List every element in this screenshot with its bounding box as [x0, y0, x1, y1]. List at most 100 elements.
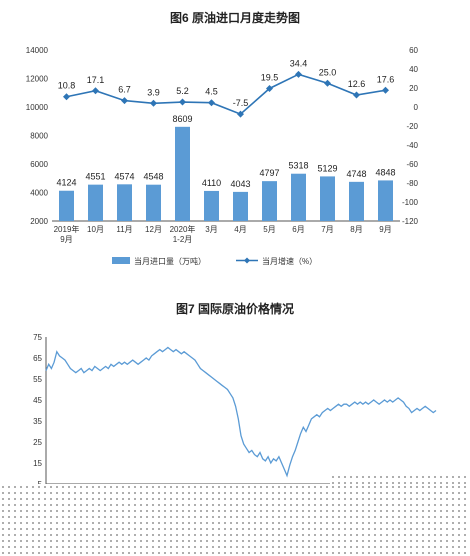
import-trend-chart: 2000 4000 6000 8000 10000 12000 14000 -120 -100 -…	[26, 46, 419, 266]
line-value-label: 3.9	[147, 87, 160, 97]
y-right-tick-label: -40	[406, 141, 418, 150]
bar	[291, 173, 306, 221]
y-right-tick-label: -60	[406, 160, 418, 169]
y-tick-label: 25	[33, 438, 42, 447]
price-line	[45, 346, 437, 478]
y-right-tick-label: -80	[406, 179, 418, 188]
y-right-tick-label: 0	[414, 103, 419, 112]
growth-line	[66, 73, 386, 116]
x-tick-label: 2020年	[170, 224, 196, 234]
x-tick-label: 5月	[263, 225, 275, 234]
x-tick-label: 10月	[87, 225, 104, 234]
x-tick-label: 11月	[116, 225, 132, 234]
x-tick-label: 4月	[234, 225, 246, 234]
legend: 当月进口量（万吨） 当月增速（%）	[112, 256, 317, 266]
line-value-label: 4.5	[205, 87, 218, 97]
bar-value-label: 4551	[85, 172, 105, 182]
y-right-tick-label: 20	[409, 84, 418, 93]
figure-7-title: 图7 国际原油价格情况	[175, 302, 294, 316]
line-marker	[324, 79, 331, 87]
x-tick-label: 8月	[350, 225, 362, 234]
dotted-mask-overlay	[0, 484, 470, 556]
bar	[146, 184, 161, 221]
y-left-tick-label: 8000	[30, 132, 48, 141]
bar-value-label: 8609	[172, 114, 192, 124]
legend-bar-label: 当月进口量（万吨）	[134, 256, 206, 266]
bar	[59, 190, 74, 221]
line-value-label: 10.8	[58, 81, 76, 91]
y-right-tick-label: -120	[402, 217, 419, 226]
bar	[88, 184, 103, 221]
line-value-label: 5.2	[176, 86, 189, 96]
bar	[262, 181, 277, 221]
line-marker	[382, 86, 389, 94]
x-tick-label: 12月	[145, 225, 162, 234]
bar-value-label: 4043	[230, 179, 250, 189]
line-value-label: 17.1	[87, 75, 105, 85]
bar-value-label: 4574	[114, 171, 134, 181]
y-right-tick-label: 40	[409, 65, 418, 74]
y-tick-label: 15	[33, 459, 42, 468]
data-labels: 4124 4551 4574 4548 8609 4110 4043 4797 5318 5129…	[56, 58, 395, 189]
legend-line-label: 当月增速（%）	[262, 256, 317, 266]
y-right-tick-label: -100	[402, 198, 419, 207]
y-tick-label: 45	[33, 396, 42, 405]
line-marker	[295, 70, 302, 78]
bar-value-label: 4848	[375, 167, 395, 177]
y-left-tick-label: 14000	[26, 46, 49, 55]
line-marker	[237, 110, 244, 118]
bar-value-label: 4110	[202, 178, 221, 188]
bar	[117, 184, 132, 221]
line-marker	[353, 91, 360, 99]
x-tick-label: 9月	[379, 225, 391, 234]
line-value-label: 6.7	[118, 85, 131, 95]
line-marker	[150, 99, 157, 107]
x-tick-label: 6月	[292, 225, 304, 234]
x-tick-label: 3月	[205, 225, 217, 234]
y-tick-label: 55	[33, 375, 42, 384]
x-tick-label: 7月	[321, 225, 333, 234]
bar-value-label: 4124	[56, 178, 76, 188]
y-left-tick-label: 4000	[30, 189, 48, 198]
bar-value-label: 5129	[317, 163, 337, 173]
line-value-label: 34.4	[290, 58, 308, 68]
bar	[349, 181, 364, 221]
bar-value-label: 5318	[288, 161, 308, 171]
line-value-label: -7.5	[233, 98, 249, 108]
line-marker	[92, 87, 99, 95]
y-right-tick-label: -20	[406, 122, 418, 131]
legend-bar-swatch	[112, 257, 130, 264]
figure-6-title: 图6 原油进口月度走势图	[169, 11, 300, 25]
line-marker	[63, 93, 70, 101]
line-marker	[179, 98, 186, 106]
price-line-path	[45, 346, 437, 478]
axes: 2000 4000 6000 8000 10000 12000 14000 -120 -100 -…	[26, 46, 419, 244]
oil-price-chart: 5152535455565750216301428112510240721041…	[33, 333, 440, 500]
y-tick-label: 35	[33, 417, 42, 426]
y-tick-label: 75	[33, 333, 42, 342]
y-left-tick-label: 6000	[30, 160, 48, 169]
bar	[378, 180, 393, 221]
x-tick-label: 9月	[60, 235, 72, 244]
y-left-tick-label: 10000	[26, 103, 49, 112]
y-right-tick-label: 60	[409, 46, 418, 55]
y-left-tick-label: 2000	[30, 217, 48, 226]
legend-line-marker	[244, 257, 250, 264]
line-value-label: 12.6	[348, 79, 366, 89]
line-marker	[266, 84, 273, 92]
line-value-label: 17.6	[377, 74, 395, 84]
line-value-label: 25.0	[319, 67, 337, 77]
line-value-label: 19.5	[261, 72, 279, 82]
y-tick-label: 65	[33, 354, 42, 363]
x-tick-label: 2019年	[54, 224, 80, 234]
dotted-mask-notch	[330, 474, 470, 486]
bar	[320, 176, 335, 221]
bar	[204, 190, 219, 221]
bar	[233, 191, 248, 221]
bar-value-label: 4748	[346, 169, 366, 179]
bar	[175, 126, 190, 221]
line-marker	[208, 99, 215, 107]
x-tick-label: 1-2月	[173, 235, 193, 244]
line-series	[63, 70, 389, 118]
y-left-tick-label: 12000	[26, 75, 49, 84]
